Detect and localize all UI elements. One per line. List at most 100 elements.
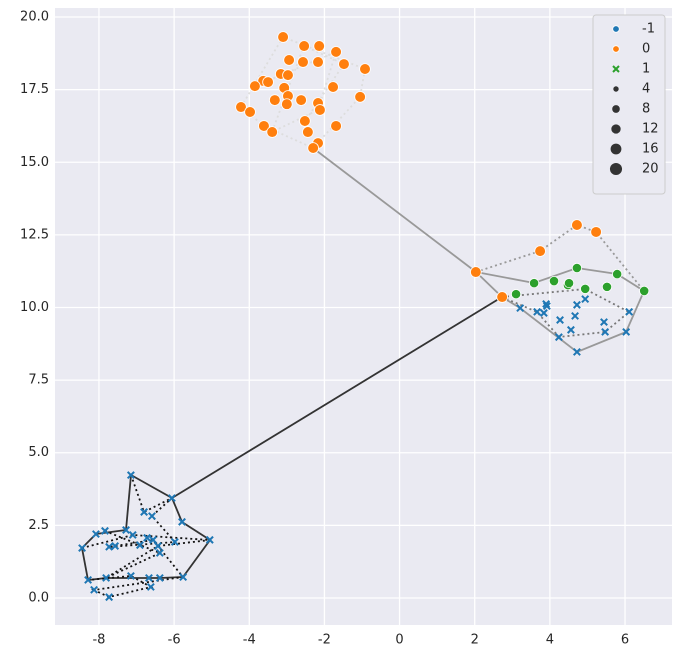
- point: [359, 63, 371, 75]
- x-tick-label: -8: [92, 633, 105, 648]
- legend-marker: [612, 25, 620, 33]
- point: [128, 530, 137, 539]
- legend-size-marker: [613, 86, 619, 92]
- point: [639, 285, 650, 297]
- point: [269, 94, 281, 106]
- legend-label: 20: [642, 162, 659, 177]
- point: [179, 573, 188, 582]
- legend-size-marker: [611, 124, 621, 134]
- point: [90, 585, 99, 594]
- y-tick-label: 12.5: [20, 227, 49, 242]
- point: [563, 278, 575, 289]
- point: [149, 535, 158, 544]
- y-tick-label: 17.5: [20, 82, 49, 97]
- point: [338, 58, 350, 70]
- point: [283, 54, 295, 66]
- legend-label: 8: [642, 102, 650, 117]
- point: [556, 316, 564, 324]
- legend-marker: [612, 65, 620, 73]
- point: [314, 104, 326, 116]
- y-tick-label: 0.0: [28, 590, 49, 605]
- x-tick-label: 0: [395, 633, 403, 648]
- point: [135, 541, 144, 550]
- x-tick-label: 4: [546, 633, 554, 648]
- point: [590, 226, 602, 238]
- point: [170, 537, 179, 546]
- point: [566, 325, 575, 334]
- point: [178, 517, 186, 526]
- point: [277, 31, 289, 43]
- point: [244, 106, 256, 118]
- point: [92, 530, 100, 539]
- point: [295, 94, 307, 106]
- x-tick-label: 2: [471, 633, 479, 648]
- x-tick-label: -4: [243, 633, 256, 648]
- legend-marker: [612, 45, 620, 53]
- point: [571, 262, 583, 274]
- legend-size-marker: [610, 143, 622, 155]
- point: [126, 571, 135, 580]
- point: [581, 295, 590, 304]
- point: [126, 471, 135, 480]
- point: [302, 126, 314, 138]
- point: [84, 576, 93, 584]
- point: [249, 80, 261, 92]
- point: [111, 542, 120, 550]
- point: [102, 573, 111, 582]
- legend-size-marker: [612, 105, 620, 113]
- point: [625, 307, 634, 316]
- y-tick-label: 2.5: [28, 518, 49, 533]
- point: [167, 494, 176, 503]
- point: [534, 245, 546, 257]
- point: [78, 544, 87, 552]
- legend-label: 1: [642, 62, 650, 77]
- point: [354, 91, 366, 103]
- point: [330, 46, 342, 58]
- point: [282, 69, 294, 81]
- point: [330, 120, 342, 132]
- point: [307, 142, 319, 154]
- y-tick-label: 7.5: [28, 373, 49, 388]
- point: [122, 526, 130, 534]
- point: [262, 76, 274, 88]
- point: [539, 309, 548, 317]
- point: [601, 281, 613, 292]
- point: [580, 283, 591, 294]
- point: [516, 304, 525, 313]
- point: [533, 307, 542, 316]
- point: [600, 318, 608, 326]
- legend-label: 16: [642, 142, 659, 157]
- legend-label: -1: [642, 22, 655, 37]
- point: [281, 98, 293, 110]
- x-tick-label: -6: [168, 633, 181, 648]
- point: [548, 275, 560, 287]
- point: [529, 278, 540, 289]
- point: [601, 327, 610, 336]
- point: [235, 101, 247, 113]
- point: [205, 535, 214, 544]
- point: [612, 269, 623, 280]
- y-tick-label: 10.0: [20, 300, 49, 315]
- point: [312, 56, 324, 68]
- point: [571, 219, 583, 231]
- point: [470, 266, 482, 278]
- point: [572, 347, 581, 356]
- point: [554, 333, 563, 342]
- point: [298, 40, 310, 52]
- y-tick-label: 5.0: [28, 445, 49, 460]
- point: [140, 508, 149, 516]
- point: [297, 56, 309, 68]
- point: [155, 549, 164, 557]
- legend-label: 4: [642, 82, 650, 97]
- point: [510, 289, 522, 300]
- point: [147, 512, 156, 521]
- legend-label: 0: [642, 42, 650, 57]
- point: [105, 593, 114, 602]
- y-tick-label: 20.0: [20, 10, 49, 25]
- x-tick-label: 6: [621, 633, 629, 648]
- point: [327, 81, 339, 93]
- point: [313, 40, 325, 52]
- point: [571, 311, 580, 320]
- point: [143, 533, 152, 542]
